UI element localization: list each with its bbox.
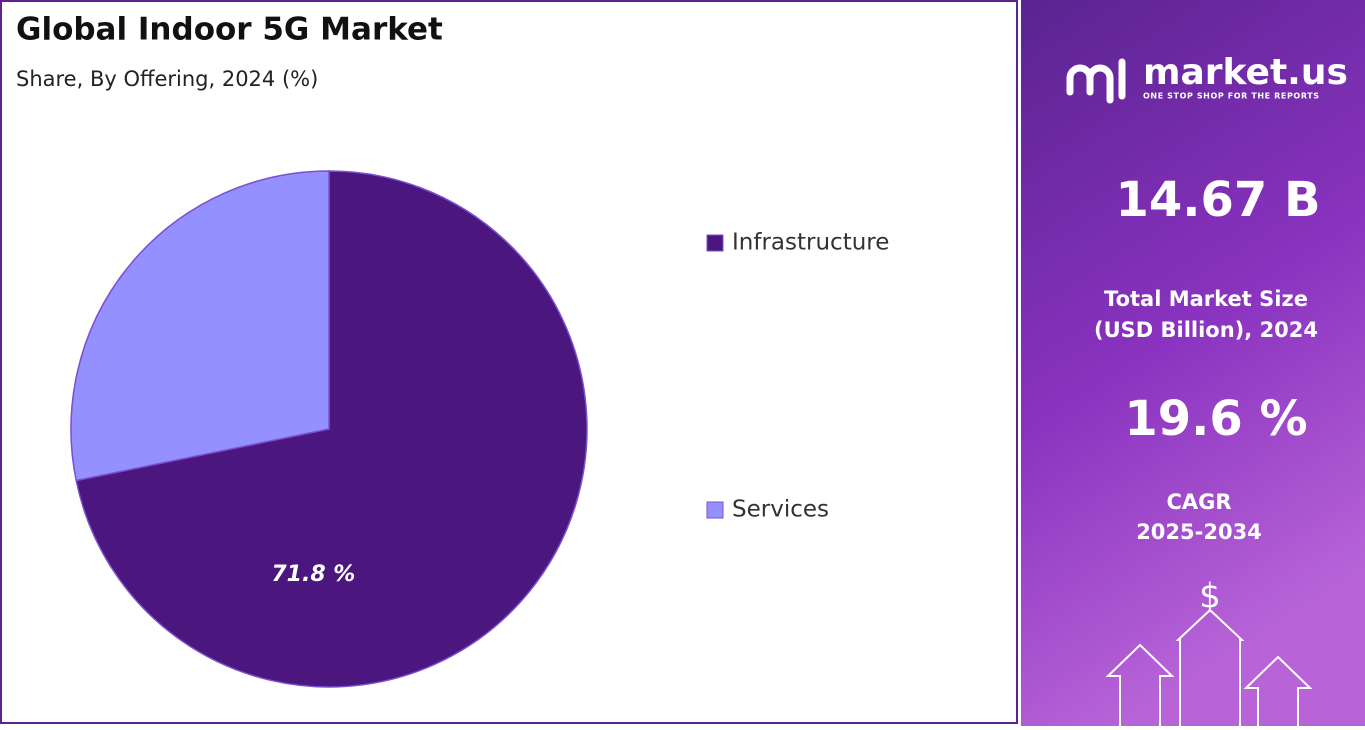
brand-name: market.us	[1143, 52, 1348, 93]
sidebar-panel	[1021, 0, 1365, 726]
chart-title: Global Indoor 5G Market	[16, 12, 443, 48]
growth-arrows	[1105, 608, 1313, 726]
market-size: 14.67 B	[1115, 172, 1320, 228]
legend-label: Infrastructure	[732, 230, 889, 256]
data-label: 71.8 %	[271, 562, 355, 587]
market-size-label: Total Market Size	[1104, 287, 1308, 311]
legend-swatch	[706, 501, 724, 519]
brand-tagline: ONE STOP SHOP FOR THE REPORTS	[1143, 92, 1320, 101]
pie-slice	[70, 170, 330, 482]
market-size-label: (USD Billion), 2024	[1094, 318, 1318, 342]
legend-label: Services	[732, 497, 829, 523]
logo	[1066, 58, 1126, 104]
cagr-label: CAGR	[1166, 490, 1231, 514]
legend: Infrastructure Services	[706, 230, 889, 523]
chart-subtitle: Share, By Offering, 2024 (%)	[16, 67, 318, 91]
pie: 71.8 %	[70, 170, 588, 688]
currency-icon: $	[1199, 577, 1221, 617]
legend-swatch	[706, 234, 724, 252]
pie-slice	[75, 170, 588, 688]
cagr-value: 19.6 %	[1124, 391, 1307, 447]
cagr-label: 2025-2034	[1136, 520, 1262, 544]
